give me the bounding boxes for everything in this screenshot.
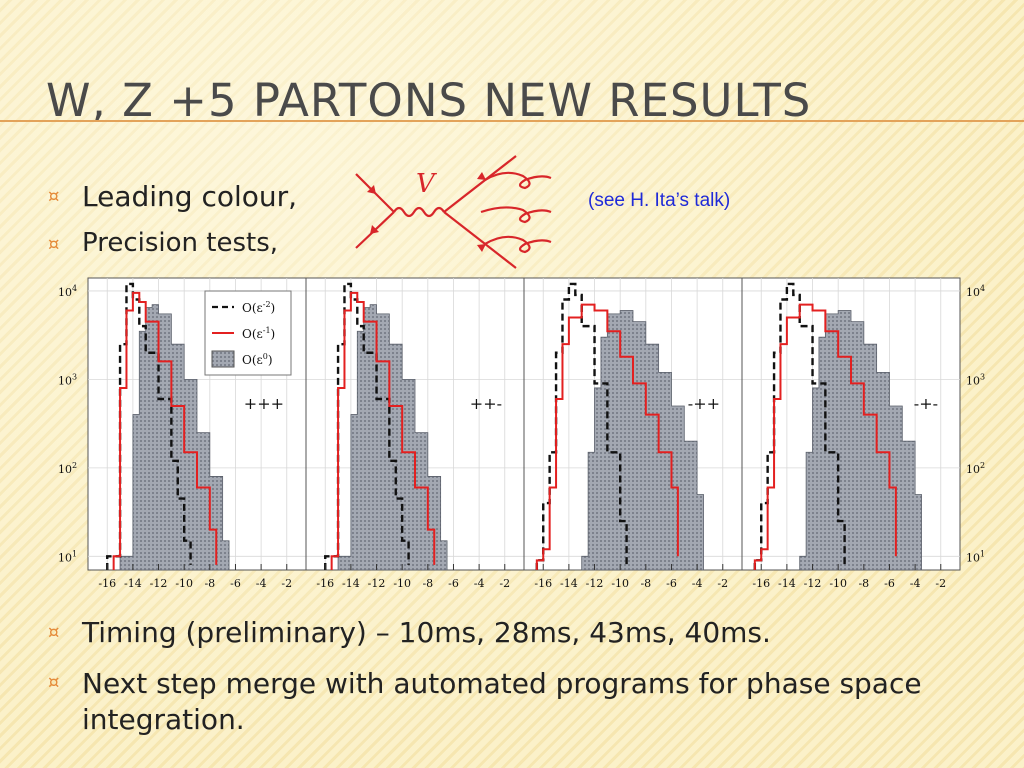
series-eps-1-line [330,291,436,570]
x-tick-label: -10 [175,577,193,590]
y-tick-label: 103 [966,372,985,387]
chart-panel: -16 -14 -12 -10 -8 -6 -4 -2 -++ [523,278,742,590]
x-tick-label: -4 [256,577,267,590]
chart-panel: -16 -14 -12 -10 -8 -6 -4 -2 +++ [88,278,306,590]
x-tick-label: -2 [281,577,292,590]
x-tick-label: -6 [230,577,241,590]
quark-line [443,155,517,213]
quark-line [443,211,517,269]
x-tick-label: -2 [499,577,510,590]
title-divider [0,120,1024,122]
x-tick-label: -16 [534,577,552,590]
x-tick-label: -12 [804,577,822,590]
x-tick-label: -8 [204,577,215,590]
arrow-icon [367,185,376,194]
legend-swatch [211,350,235,368]
helicity-label: -++ [688,394,720,413]
legend-entry: O(ε0) [242,352,273,367]
bullet-marker-icon: ¤ [48,672,60,693]
x-tick-label: -2 [717,577,728,590]
x-tick-label: -2 [935,577,946,590]
series-eps0-area [337,304,448,571]
bullet-item: ¤ Precision tests, [48,228,278,261]
series-eps0-area [799,310,922,571]
series-eps-2-line [535,282,628,570]
x-tick-label: -14 [124,577,142,590]
x-tick-label: -10 [393,577,411,590]
bullet-marker-icon: ¤ [48,234,60,255]
bullet-text: Timing (preliminary) – 10ms, 28ms, 43ms,… [82,616,771,649]
x-tick-label: -12 [586,577,604,590]
series-eps-2-line [324,282,410,570]
gluon-line [484,171,552,190]
y-tick-label: 104 [966,284,985,299]
y-tick-label: 103 [58,372,77,387]
arrow-icon [370,225,379,234]
diagram-label: V [416,169,437,199]
x-tick-label: -12 [368,577,386,590]
y-tick-label: 102 [966,461,985,476]
x-tick-label: -14 [342,577,360,590]
x-tick-label: -4 [474,577,485,590]
legend-entry: O(ε-2) [242,300,275,315]
series-eps0-area [581,310,704,571]
x-tick-label: -6 [884,577,895,590]
bullet-text: Leading colour, [82,180,298,213]
arrow-icon [477,172,486,180]
bullet-text: Next step merge with automated programs … [82,667,922,736]
x-tick-label: -8 [640,577,651,590]
gluon-line [484,235,552,254]
bullet-marker-icon: ¤ [48,622,60,643]
helicity-label: -+- [914,394,938,413]
gluon-line [480,206,552,224]
legend-entry: O(ε-1) [242,326,275,341]
y-tick-label: 104 [58,284,77,299]
series-eps-2-line [753,282,846,570]
x-tick-label: -6 [448,577,459,590]
feynman-diagram: V [355,155,552,269]
x-tick-label: -16 [752,577,770,590]
y-tick-label: 102 [58,461,77,476]
bullet-text: Precision tests, [82,228,279,258]
x-tick-label: -14 [778,577,796,590]
x-tick-label: -8 [858,577,869,590]
series-eps-1-line [535,303,679,570]
x-tick-label: -14 [560,577,578,590]
slide-title: W, Z +5 partons new results [46,74,812,127]
arrow-icon [477,244,486,252]
series-eps0-area [119,304,230,571]
bullet-item: ¤ Next step merge with automated programs… [48,666,942,738]
x-tick-label: -10 [829,577,847,590]
series-eps-1-line [112,291,218,570]
series-eps-2-line [106,282,192,570]
series-eps-1-line [753,303,897,570]
x-tick-label: -4 [910,577,921,590]
helicity-label: +++ [244,394,284,413]
reference-note: (see H. Ita’s talk) [588,190,731,211]
x-tick-label: -12 [150,577,168,590]
boson-line [393,206,445,218]
chart-panel: -16 -14 -12 -10 -8 -6 -4 -2 -+- [741,278,960,590]
x-tick-label: -16 [316,577,334,590]
x-tick-label: -6 [666,577,677,590]
bullet-item: ¤ Leading colour, [48,180,297,213]
y-tick-label: 101 [58,549,77,564]
x-tick-label: -4 [692,577,703,590]
x-tick-label: -16 [98,577,116,590]
x-tick-label: -8 [422,577,433,590]
chart-panel: -16 -14 -12 -10 -8 -6 -4 -2 ++- [305,278,524,590]
bullet-marker-icon: ¤ [48,186,60,207]
x-tick-label: -10 [611,577,629,590]
y-tick-label: 101 [966,549,985,564]
bullet-item: ¤ Timing (preliminary) – 10ms, 28ms, 43ms… [48,616,771,649]
helicity-label: ++- [470,394,502,413]
